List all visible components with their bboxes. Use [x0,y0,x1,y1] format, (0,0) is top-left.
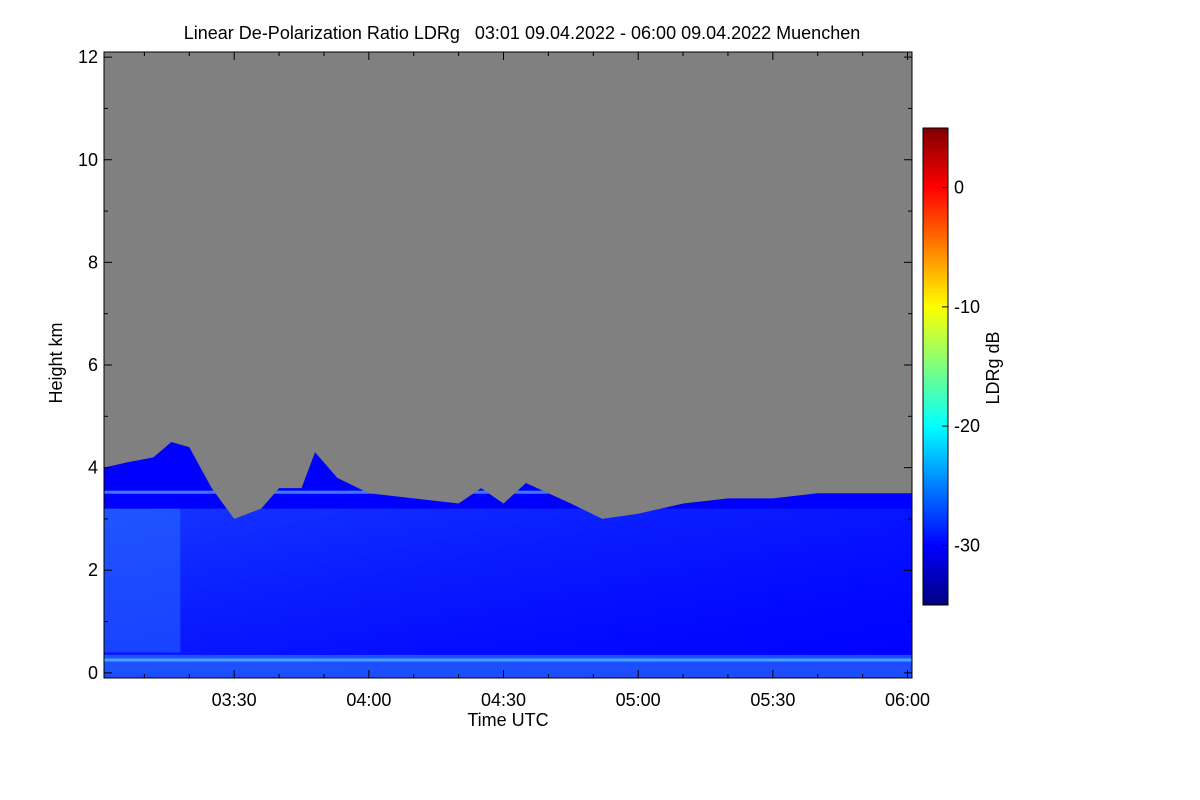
y-tick-label: 2 [88,560,98,580]
plot-area [104,52,912,678]
signal-texture [104,490,912,678]
colorbar-gradient [922,127,949,606]
x-tick-label: 03:30 [212,690,257,710]
y-tick-label: 0 [88,663,98,683]
x-axis: 03:30 04:00 04:30 05:00 05:30 06:00 [143,52,930,710]
colorbar-ticks: 0 -10 -20 -30 [942,178,980,555]
x-tick-label: 05:00 [616,690,661,710]
chart-title: Linear De-Polarization Ratio LDRg 03:01 … [184,23,860,43]
y-tick-label: 4 [88,458,98,478]
y-tick-label: 12 [78,47,98,67]
y-axis-label: Height km [46,322,66,403]
x-tick-label: 04:30 [481,690,526,710]
x-tick-label: 06:00 [885,690,930,710]
colorbar-tick-label: -30 [954,535,980,555]
colorbar-tick-label: -10 [954,297,980,317]
x-tick-label: 04:00 [346,690,391,710]
y-axis: 0 2 4 6 8 10 12 [78,47,912,683]
colorbar: 0 -10 -20 -30 LDRg dB [922,127,1003,606]
colorbar-label: LDRg dB [983,331,1003,404]
y-tick-label: 10 [78,150,98,170]
colorbar-tick-label: -20 [954,416,980,436]
colorbar-tick-label: 0 [954,178,964,198]
x-axis-label: Time UTC [467,710,548,730]
y-tick-label: 8 [88,252,98,272]
x-tick-label: 05:30 [750,690,795,710]
y-tick-label: 6 [88,355,98,375]
